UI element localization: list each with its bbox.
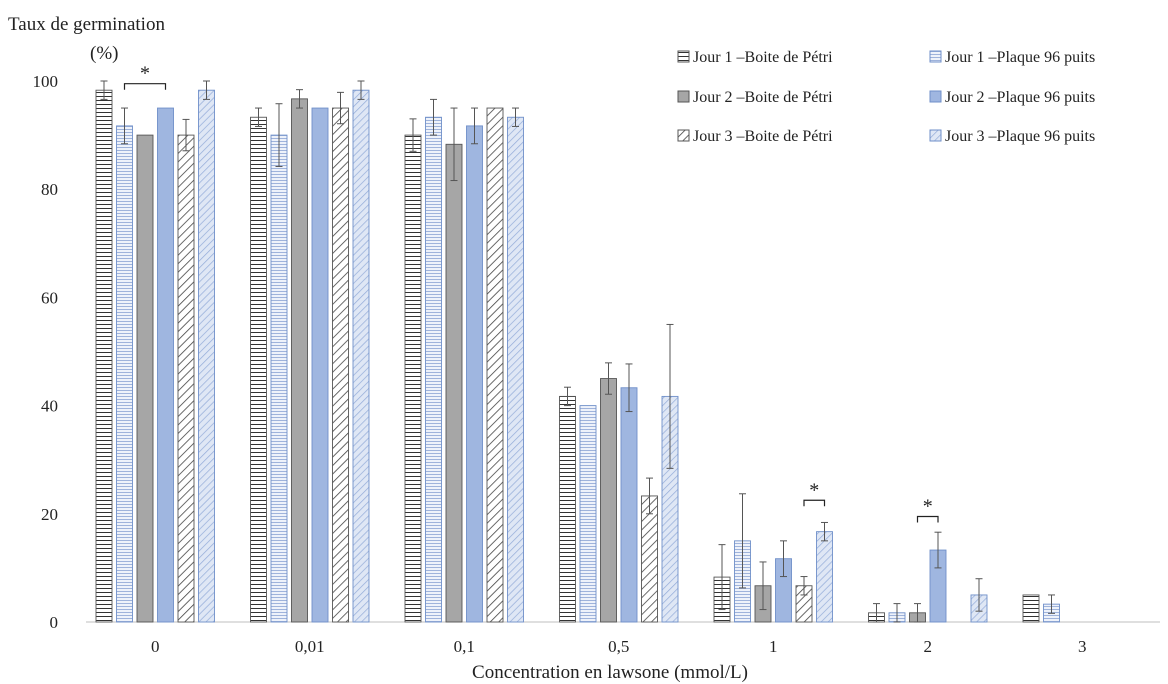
bar: [95, 89, 113, 623]
legend-swatch: [929, 129, 942, 142]
y-tick-label: 80: [41, 180, 58, 199]
y-axis-title: Taux de germination: [8, 14, 165, 35]
bar: [352, 89, 370, 623]
y-tick-label: 0: [50, 613, 59, 632]
y-tick-label: 40: [41, 397, 58, 416]
significance-star: *: [923, 496, 933, 518]
bar: [600, 378, 617, 623]
legend-label: Jour 2 –Boite de Pétri: [693, 89, 833, 106]
legend-swatch: [677, 50, 690, 63]
bar: [250, 116, 267, 623]
legend-label: Jour 1 –Boite de Pétri: [693, 49, 833, 66]
y-tick-label: 20: [41, 505, 58, 524]
y-tick-label: 100: [33, 72, 59, 91]
legend-label: Jour 2 –Plaque 96 puits: [945, 89, 1095, 106]
x-tick-label: 0: [151, 637, 160, 656]
y-tick-label: 60: [41, 288, 58, 307]
x-tick-label: 1: [769, 637, 778, 656]
bar: [486, 107, 504, 623]
bar: [311, 107, 329, 623]
bar: [445, 143, 463, 623]
x-tick-label: 0,01: [295, 637, 325, 656]
bar: [116, 125, 133, 623]
bar: [507, 116, 524, 623]
legend-label: Jour 3 –Plaque 96 puits: [945, 128, 1095, 145]
significance-bracket: [916, 515, 939, 523]
x-tick-label: 0,5: [608, 637, 629, 656]
bar: [136, 134, 154, 623]
bar: [1022, 594, 1040, 623]
bar: [425, 116, 442, 623]
significance-bracket: [803, 499, 826, 507]
legend-swatch: [929, 90, 942, 103]
bar: [198, 89, 215, 623]
legend-swatch: [677, 129, 690, 142]
bar: [332, 107, 349, 623]
bar: [270, 134, 288, 623]
y-axis-unit: (%): [90, 43, 118, 64]
significance-star: *: [809, 479, 819, 501]
bar: [620, 387, 638, 623]
x-axis-title: Concentration en lawsone (mmol/L): [472, 662, 748, 683]
bar: [559, 395, 576, 623]
x-tick-label: 2: [924, 637, 933, 656]
legend-label: Jour 3 –Boite de Pétri: [693, 128, 833, 145]
x-tick-label: 3: [1078, 637, 1087, 656]
bar: [579, 405, 597, 623]
legend-swatch: [677, 90, 690, 103]
bar: [291, 98, 308, 623]
significance-bracket: [123, 83, 167, 90]
bar: [466, 125, 483, 623]
bar: [404, 134, 422, 623]
legend-swatch: [929, 50, 942, 63]
bar: [641, 495, 658, 623]
significance-star: *: [140, 63, 150, 85]
x-tick-label: 0,1: [454, 637, 475, 656]
legend-label: Jour 1 –Plaque 96 puits: [945, 49, 1095, 66]
bar: [816, 531, 833, 623]
bar: [157, 107, 174, 623]
bar: [177, 134, 195, 623]
